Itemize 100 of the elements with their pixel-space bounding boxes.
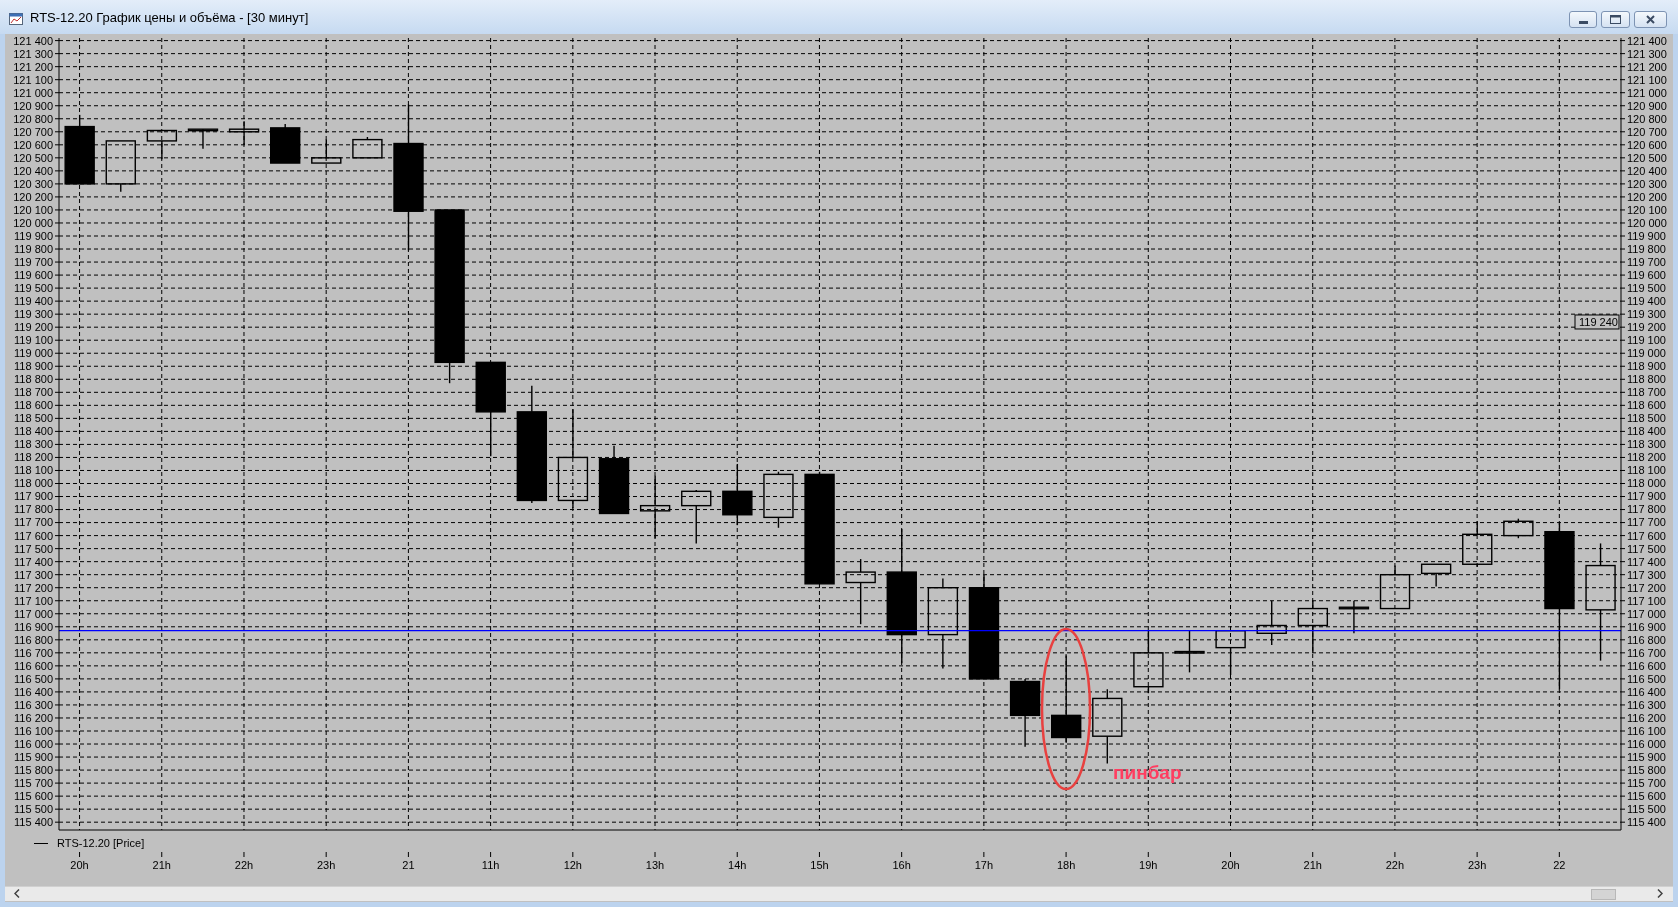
y-tick-label: 118 000 xyxy=(14,477,53,490)
y2-tick-label: 118 500 xyxy=(1627,412,1666,425)
y-tick-label: 119 800 xyxy=(14,242,53,255)
y-tick-label: 117 400 xyxy=(14,555,53,568)
y-tick-label: 116 300 xyxy=(14,698,53,711)
x-tick-label: 17h xyxy=(974,859,994,871)
y2-tick-label: 121 200 xyxy=(1627,60,1667,73)
y-tick-label: 116 500 xyxy=(14,672,53,685)
x-tick-label: 23h xyxy=(317,859,336,871)
y-tick-label: 115 500 xyxy=(14,803,53,816)
y-tick-label: 115 800 xyxy=(14,763,53,776)
y-tick-label: 120 500 xyxy=(13,151,53,164)
y2-tick-label: 120 200 xyxy=(1627,190,1667,203)
y2-tick-label: 119 800 xyxy=(1627,242,1666,255)
y-tick-label: 118 200 xyxy=(14,451,53,464)
y-tick-label: 118 300 xyxy=(14,438,53,451)
x-tick-label: 21h xyxy=(152,859,171,871)
y-tick-label: 118 100 xyxy=(14,464,53,477)
y2-tick-label: 115 600 xyxy=(1627,790,1666,803)
y-tick-label: 121 000 xyxy=(13,86,53,99)
y-tick-label: 117 300 xyxy=(14,568,53,581)
y2-tick-label: 115 400 xyxy=(1627,816,1666,829)
y2-tick-label: 119 600 xyxy=(1627,268,1666,281)
y2-tick-label: 118 000 xyxy=(1627,477,1666,490)
y2-tick-label: 117 200 xyxy=(1627,581,1666,594)
y2-tick-label: 116 200 xyxy=(1627,711,1666,724)
x-tick-label: 21 xyxy=(402,859,415,871)
y-tick-label: 120 800 xyxy=(13,112,53,125)
y-tick-label: 117 700 xyxy=(14,516,53,529)
y-tick-label: 115 900 xyxy=(14,750,53,763)
chart-title: RTS-12.20 График цены и объёма - [30 минут] xyxy=(30,10,309,25)
y-tick-label: 120 700 xyxy=(13,125,53,138)
y-tick-label: 116 700 xyxy=(14,646,53,659)
x-tick-label: 22h xyxy=(1385,859,1405,871)
y2-tick-label: 119 200 xyxy=(1627,321,1666,334)
y-tick-label: 117 200 xyxy=(14,581,53,594)
y2-tick-label: 119 500 xyxy=(1627,282,1666,295)
y2-tick-label: 117 000 xyxy=(1627,607,1666,620)
y-tick-label: 118 600 xyxy=(14,399,53,412)
y-tick-label: 119 700 xyxy=(14,255,53,268)
y-tick-label: 118 900 xyxy=(14,360,53,373)
y-tick-label: 116 600 xyxy=(14,659,53,672)
y-tick-label: 117 900 xyxy=(14,490,53,503)
y2-tick-label: 116 600 xyxy=(1627,659,1666,672)
y2-tick-label: 117 400 xyxy=(1627,555,1666,568)
y-tick-label: 120 200 xyxy=(13,190,53,203)
y2-tick-label: 118 600 xyxy=(1627,399,1666,412)
x-tick-label: 22 xyxy=(1553,859,1566,871)
y2-tick-label: 115 800 xyxy=(1627,763,1666,776)
y2-tick-label: 119 000 xyxy=(1627,347,1666,360)
y2-tick-label: 116 000 xyxy=(1627,737,1666,750)
y2-tick-label: 121 400 xyxy=(1627,34,1667,47)
y2-tick-label: 119 900 xyxy=(1627,229,1666,242)
y-tick-label: 120 900 xyxy=(13,99,53,112)
y-tick-label: 121 400 xyxy=(13,34,53,47)
y-tick-label: 116 200 xyxy=(14,711,53,724)
y2-tick-label: 120 900 xyxy=(1627,99,1667,112)
y2-tick-label: 116 400 xyxy=(1627,685,1666,698)
y-tick-label: 119 600 xyxy=(14,268,53,281)
annotation: пинбар xyxy=(1113,762,1182,783)
y-tick-label: 119 500 xyxy=(14,282,53,295)
y2-tick-label: 120 300 xyxy=(1627,177,1667,190)
y-tick-label: 120 000 xyxy=(13,216,53,229)
y2-tick-label: 116 700 xyxy=(1627,646,1666,659)
y2-tick-label: 118 400 xyxy=(1627,425,1666,438)
y2-tick-label: 119 400 xyxy=(1627,295,1666,308)
y2-tick-label: 117 500 xyxy=(1627,542,1666,555)
y-tick-label: 117 000 xyxy=(14,607,53,620)
y-tick-label: 118 800 xyxy=(14,373,53,386)
y-tick-label: 120 300 xyxy=(13,177,53,190)
y2-tick-label: 118 200 xyxy=(1627,451,1666,464)
y2-tick-label: 120 800 xyxy=(1627,112,1667,125)
y2-tick-label: 118 300 xyxy=(1627,438,1666,451)
x-tick-label: 20h xyxy=(70,859,89,871)
y2-tick-label: 115 700 xyxy=(1627,777,1666,790)
y-tick-label: 119 300 xyxy=(14,308,53,321)
y-tick-label: 117 500 xyxy=(14,542,53,555)
y-tick-label: 120 400 xyxy=(13,164,53,177)
y2-tick-label: 120 500 xyxy=(1627,151,1667,164)
y2-tick-label: 120 000 xyxy=(1627,216,1667,229)
y-tick-label: 118 500 xyxy=(14,412,53,425)
y2-tick-label: 121 100 xyxy=(1627,73,1667,86)
y2-tick-label: 115 900 xyxy=(1627,750,1666,763)
y-tick-label: 115 700 xyxy=(14,777,53,790)
y-tick-label: 119 200 xyxy=(14,321,53,334)
y-tick-label: 119 900 xyxy=(14,229,53,242)
y2-tick-label: 116 300 xyxy=(1627,698,1666,711)
y2-tick-label: 120 600 xyxy=(1627,138,1667,151)
y-tick-label: 118 700 xyxy=(14,386,53,399)
x-tick-label: 15h xyxy=(810,859,829,871)
y2-tick-label: 117 700 xyxy=(1627,516,1666,529)
y2-tick-label: 117 900 xyxy=(1627,490,1666,503)
y2-tick-label: 120 100 xyxy=(1627,203,1667,216)
y2-tick-label: 118 100 xyxy=(1627,464,1666,477)
x-tick-label: 16h xyxy=(892,859,911,871)
x-tick-label: 13h xyxy=(645,859,665,871)
y2-tick-label: 116 500 xyxy=(1627,672,1666,685)
y2-tick-label: 120 700 xyxy=(1627,125,1667,138)
y2-tick-label: 117 600 xyxy=(1627,529,1666,542)
x-tick-label: 23h xyxy=(1467,859,1487,871)
